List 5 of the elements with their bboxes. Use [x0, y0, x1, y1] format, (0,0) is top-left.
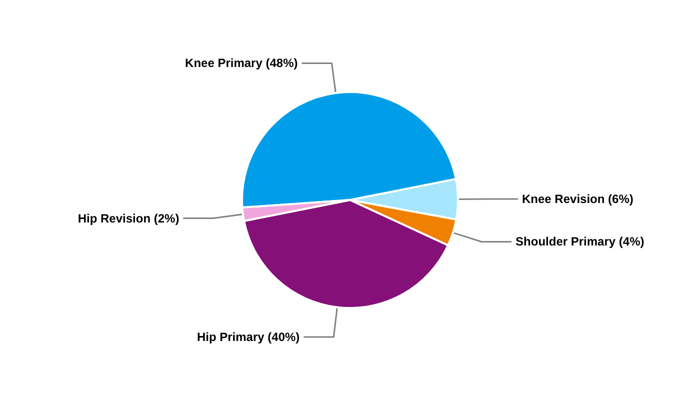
slice-label: Shoulder Primary (4%) — [516, 234, 644, 249]
slice-label: Hip Revision (2%) — [78, 211, 180, 226]
slice-label: Knee Revision (6%) — [522, 192, 634, 206]
slice-label: Knee Primary (48%) — [185, 56, 298, 70]
slice-label: Hip Primary (40%) — [196, 330, 300, 344]
